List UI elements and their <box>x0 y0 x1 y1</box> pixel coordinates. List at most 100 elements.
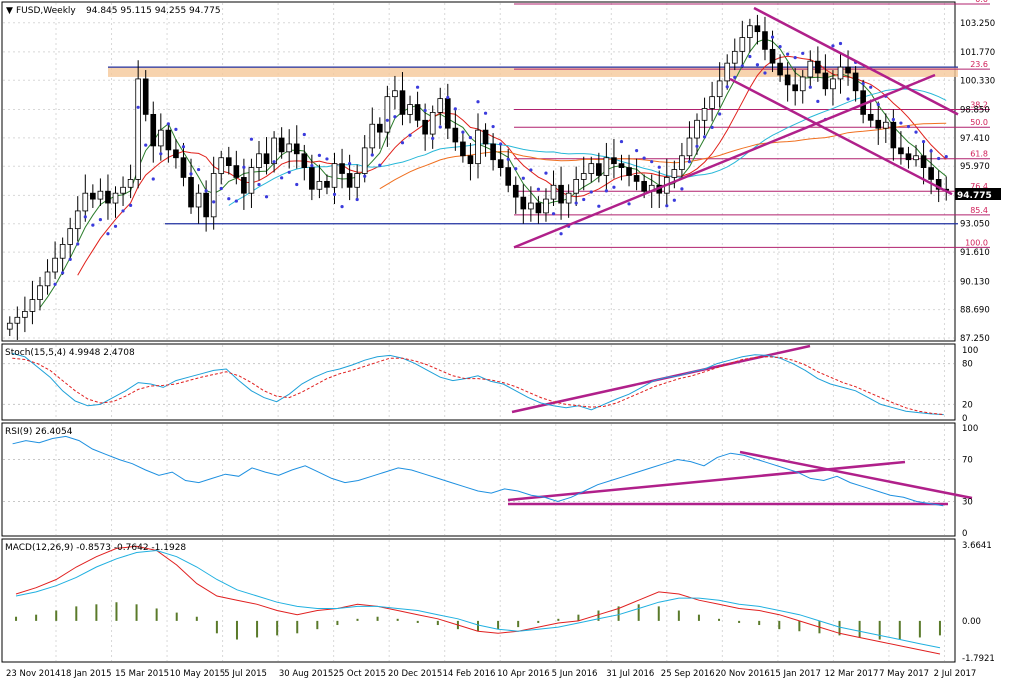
sar-dot <box>431 136 435 141</box>
candle-body <box>173 149 179 159</box>
candle-body <box>867 113 874 121</box>
candle-body <box>263 153 270 165</box>
sar-dot <box>491 125 495 129</box>
candle-body <box>429 112 436 135</box>
candle-body <box>686 137 693 157</box>
candle-body <box>74 210 81 230</box>
sar-dot <box>748 54 752 59</box>
candle-body <box>210 173 217 218</box>
rsi-falling-trendline <box>739 450 973 500</box>
sar-dot <box>733 75 737 79</box>
candle-body <box>377 123 383 133</box>
trendlines <box>507 6 973 506</box>
time-axis-label: 15 Jan 2017 <box>770 669 821 679</box>
candle-body <box>475 129 481 165</box>
sar-dot <box>899 121 903 125</box>
sar-dot <box>627 202 631 206</box>
candle-body <box>724 62 731 82</box>
time-axis-label: 20 Nov 2016 <box>715 669 769 679</box>
sar-dot <box>551 212 556 216</box>
candle-body <box>573 179 579 194</box>
candle-body <box>324 180 330 188</box>
candle-body <box>67 228 74 245</box>
candle-body <box>59 244 66 259</box>
macd-header: MACD(12,26,9) -0.8573 -0.7642 -1.1928 <box>5 543 186 553</box>
candle-body <box>142 78 149 115</box>
candle-body <box>52 257 58 273</box>
price-axis-label: 100.330 <box>960 76 995 86</box>
candle-body <box>271 137 277 165</box>
fib-level-label: 61.8 <box>970 150 988 159</box>
candle-body <box>882 121 889 129</box>
macd-axis-label: 0.00 <box>962 617 981 627</box>
sar-dot <box>718 112 722 116</box>
downtrend-channel-lower <box>729 77 953 196</box>
rsi-rising-trendline <box>507 460 906 502</box>
time-axis-label: 10 May 2015 <box>170 669 225 679</box>
ma-slow-line <box>228 88 947 206</box>
candle-body <box>105 190 111 204</box>
last-price-label: 94.775 <box>957 191 992 201</box>
sar-dot <box>695 144 699 148</box>
fib-level-label: 76.4 <box>970 182 988 191</box>
sar-dot <box>249 137 254 141</box>
sar-dot <box>461 130 465 134</box>
time-axis-label: 23 Nov 2014 <box>6 669 60 679</box>
candle-body <box>626 167 632 176</box>
candle-body <box>588 163 595 174</box>
sar-dot <box>529 168 533 172</box>
candle-body <box>301 153 308 168</box>
sar-dot <box>204 189 208 193</box>
candle-body <box>218 157 225 174</box>
sar-dot <box>136 105 140 109</box>
header-arrow[interactable]: ▼ <box>6 6 13 16</box>
candle-body <box>14 316 21 324</box>
macd-axis-label: -1.7921 <box>962 654 995 664</box>
candle-body <box>928 167 934 180</box>
sar-dot <box>499 142 503 146</box>
time-axis-label: 5 Jun 2016 <box>552 669 598 679</box>
sar-dot <box>106 232 110 236</box>
candle-body <box>233 165 240 178</box>
price-axis-label: 97.410 <box>960 134 990 144</box>
candle-body <box>44 271 51 287</box>
sar-dot <box>295 182 299 187</box>
candle-body <box>346 173 353 188</box>
time-axis-label: 12 Mar 2017 <box>824 669 878 679</box>
sar-dot <box>340 204 344 209</box>
sar-dot <box>831 44 835 48</box>
candle-body <box>286 143 293 153</box>
price-axis-label: 87.250 <box>960 334 990 344</box>
candle-body <box>913 155 919 161</box>
sar-dot <box>272 160 276 164</box>
sar-dot <box>438 125 442 129</box>
sar-dot <box>680 187 684 191</box>
stoch-panel <box>1 343 956 421</box>
indicators <box>12 352 944 655</box>
sar-dot <box>113 224 118 228</box>
candle-body <box>444 98 451 129</box>
candle-body <box>135 78 141 180</box>
candle-body <box>528 202 534 210</box>
candle-body <box>762 31 768 50</box>
candle-body <box>799 76 806 92</box>
candle-body <box>935 179 942 190</box>
candle-body <box>316 180 323 190</box>
sar-dot <box>634 149 639 153</box>
candle-body <box>550 184 557 200</box>
sar-dot <box>83 215 87 219</box>
candle-body <box>354 173 360 188</box>
candle-body <box>399 90 406 115</box>
sar-dot <box>363 174 367 178</box>
sar-dot <box>166 122 170 126</box>
sar-dot <box>159 152 163 156</box>
axes: 103.250 101.770 100.330 98.850 97.410 95.970 9… <box>6 19 995 679</box>
candle-body <box>822 72 829 90</box>
rsi-axis-label: 70 <box>962 456 973 466</box>
candle-body <box>384 96 391 133</box>
candle-body <box>165 129 172 151</box>
fib-level-label: 100.0 <box>965 238 988 247</box>
candle-body <box>309 167 315 190</box>
sar-dot <box>778 45 782 49</box>
